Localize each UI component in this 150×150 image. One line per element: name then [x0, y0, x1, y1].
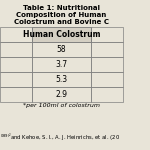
Bar — [91, 57, 123, 72]
Bar — [0, 42, 32, 57]
Bar — [0, 57, 32, 72]
Bar — [32, 87, 91, 102]
Text: 58: 58 — [57, 45, 66, 54]
Bar — [91, 87, 123, 102]
Bar — [91, 27, 123, 42]
Bar — [91, 42, 123, 57]
Text: 5.3: 5.3 — [55, 75, 68, 84]
Bar — [32, 42, 91, 57]
Bar — [0, 87, 32, 102]
Text: 3.7: 3.7 — [55, 60, 68, 69]
Bar — [32, 57, 91, 72]
Bar — [32, 27, 91, 42]
Bar — [32, 72, 91, 87]
Text: $^{089)^2}$and Kehoe, S. I., A. J. Heinrichs, et al. (20: $^{089)^2}$and Kehoe, S. I., A. J. Heinr… — [0, 131, 120, 144]
Text: Table 1: Nutritional Composition of Human Colostrum and Bovine C: Table 1: Nutritional Composition of Huma… — [14, 4, 109, 24]
FancyBboxPatch shape — [32, 27, 91, 42]
Text: 2.9: 2.9 — [55, 90, 67, 99]
Bar — [0, 72, 32, 87]
Bar — [91, 72, 123, 87]
Bar — [0, 27, 32, 42]
Text: Human Colostrum: Human Colostrum — [23, 30, 100, 39]
Text: *per 100ml of colostrum: *per 100ml of colostrum — [23, 103, 100, 108]
